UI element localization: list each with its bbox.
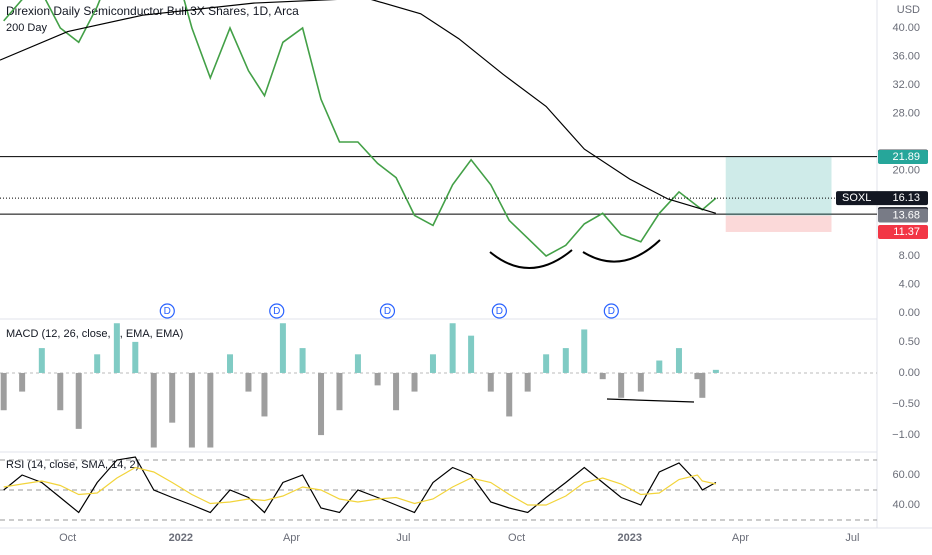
y-tick-label: 8.00 xyxy=(899,250,920,262)
dividend-label: D xyxy=(496,306,503,317)
macd-bar xyxy=(656,360,663,373)
macd-bar xyxy=(0,372,7,411)
cup-arc xyxy=(489,249,573,269)
dividend-marker xyxy=(603,303,619,319)
entry-label: 13.68 xyxy=(892,209,920,221)
x-tick-label: 2022 xyxy=(169,532,193,544)
macd-bar xyxy=(699,372,706,398)
position-loss xyxy=(725,215,832,232)
macd-bar xyxy=(487,372,494,392)
macd-bar xyxy=(675,348,682,373)
macd-bar xyxy=(299,348,306,373)
macd-bar xyxy=(468,335,475,373)
plot xyxy=(0,456,877,521)
macd-title: MACD (12, 26, close, 9, EMA, EMA) xyxy=(6,328,183,340)
y-tick-label: −0.50 xyxy=(892,398,920,410)
macd-bar xyxy=(188,372,195,448)
macd-bar xyxy=(336,372,343,411)
currency: USD xyxy=(897,4,920,16)
macd-bar xyxy=(506,372,513,417)
macd-bar xyxy=(581,329,588,373)
dividend-marker xyxy=(269,303,285,319)
macd-bar xyxy=(449,323,456,373)
y-tick-label: 36.00 xyxy=(892,50,920,62)
x-tick-label: Apr xyxy=(283,532,300,544)
macd-bar xyxy=(38,348,45,373)
macd-bar xyxy=(94,354,101,373)
y-tick-label: 20.00 xyxy=(892,164,920,176)
series-line xyxy=(3,0,717,257)
y-tick-label: 60.00 xyxy=(892,469,920,481)
series-line xyxy=(3,456,717,514)
stop-label-bg xyxy=(878,224,928,239)
dividend-marker xyxy=(379,303,396,319)
stop-label: 11.37 xyxy=(893,226,920,238)
dividend-label: D xyxy=(164,306,171,317)
macd-bar xyxy=(562,348,569,373)
y-tick-label: 28.00 xyxy=(892,107,920,119)
position-profit xyxy=(725,157,832,216)
series-line xyxy=(3,466,717,506)
last-price-tag-bg xyxy=(836,191,928,206)
macd-bar xyxy=(712,369,719,373)
x-tick-label: Apr xyxy=(732,532,749,544)
series-line xyxy=(0,0,717,214)
dividend-label: D xyxy=(273,306,280,317)
macd-bar xyxy=(261,372,268,417)
macd-bar xyxy=(618,372,625,398)
plot xyxy=(0,0,877,257)
macd-bar xyxy=(227,354,234,373)
dividend-label: D xyxy=(384,306,391,317)
macd-bar xyxy=(411,372,418,392)
x-tick-label: Jul xyxy=(845,532,859,544)
dividend-label: D xyxy=(608,306,615,317)
macd-bar xyxy=(75,372,82,429)
macd-bar xyxy=(374,372,381,386)
macd-bar xyxy=(318,372,325,436)
y-tick-label: 32.00 xyxy=(892,79,920,91)
macd-bar xyxy=(694,372,701,380)
y-tick-label: 40.00 xyxy=(892,499,920,511)
macd-bar xyxy=(279,323,286,373)
macd-bar xyxy=(637,372,644,392)
y-tick-label: 4.00 xyxy=(899,278,920,290)
divergence-line xyxy=(606,398,695,403)
y-tick-label: 0.50 xyxy=(899,336,920,348)
y-tick-label: 0.00 xyxy=(899,367,920,379)
dividend-marker xyxy=(159,303,175,319)
macd-bar xyxy=(429,354,436,373)
macd-bar xyxy=(207,372,214,448)
macd-bar xyxy=(599,372,606,380)
macd-bar xyxy=(57,372,64,411)
rsi-title: RSI (14, close, SMA, 14, 2) xyxy=(6,459,139,471)
y-tick-label: 0.00 xyxy=(899,307,920,319)
macd-bar xyxy=(245,372,252,392)
last-price-label: 16.13 xyxy=(892,192,920,204)
macd-bar xyxy=(19,372,26,392)
symbol-label: SOXL xyxy=(842,192,871,204)
x-tick-label: Oct xyxy=(508,532,525,544)
entry-label-bg xyxy=(878,208,928,223)
macd-bar xyxy=(543,354,550,373)
x-tick-label: 2023 xyxy=(618,532,642,544)
y-tick-label: −1.00 xyxy=(892,429,920,441)
y-tick-label: 40.00 xyxy=(892,22,920,34)
x-tick-label: Jul xyxy=(396,532,410,544)
macd-bar xyxy=(169,372,176,423)
macd-bar xyxy=(132,341,139,373)
indicator-name: 200 Day xyxy=(6,22,47,34)
cup-arc xyxy=(582,239,661,263)
macd-bar xyxy=(354,354,361,373)
macd-bar xyxy=(524,372,531,392)
target-label: 21.89 xyxy=(892,151,920,163)
macd-bar xyxy=(150,372,157,448)
dividend-marker xyxy=(491,303,507,319)
macd-bar xyxy=(113,323,120,373)
x-tick-label: Oct xyxy=(59,532,76,544)
macd-bar xyxy=(393,372,400,411)
target-label-bg xyxy=(878,150,928,165)
chart-title: Direxion Daily Semiconductor Bull 3X Sha… xyxy=(6,4,299,18)
